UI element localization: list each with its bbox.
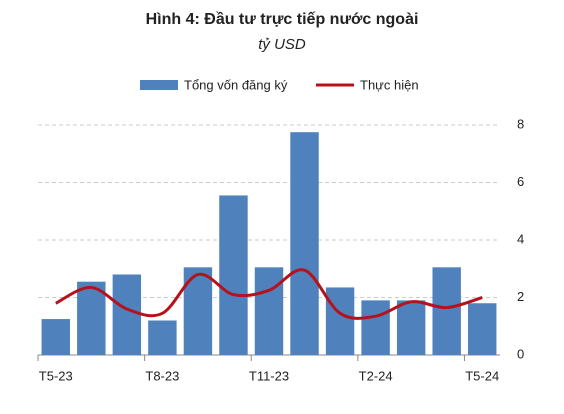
line	[55, 268, 483, 320]
bar	[77, 281, 106, 355]
y-tick-label: 0	[517, 346, 524, 361]
y-tick-label: 6	[517, 174, 524, 189]
chart-title: Hình 4: Đầu tư trực tiếp nước ngoài	[146, 11, 419, 28]
bar	[325, 287, 355, 355]
bar	[112, 274, 142, 355]
x-tick-label: T2-24	[359, 368, 393, 383]
x-tick-label: T11-23	[249, 368, 289, 383]
bar	[290, 132, 319, 355]
bar	[432, 267, 461, 355]
bar	[219, 195, 248, 355]
bar	[361, 300, 390, 355]
bar	[254, 267, 284, 355]
bar	[468, 303, 497, 355]
legend-label: Thực hiện	[360, 77, 419, 92]
y-tick-label: 4	[517, 231, 524, 246]
bar	[396, 300, 426, 355]
x-tick-label: T5-23	[39, 368, 73, 383]
x-tick-label: T5-24	[465, 368, 499, 383]
bar	[148, 320, 177, 355]
chart-subtitle: tỷ USD	[258, 36, 306, 53]
bar	[41, 319, 70, 355]
y-tick-label: 8	[517, 116, 524, 131]
legend-label: Tổng vốn đăng ký	[184, 77, 288, 92]
y-tick-label: 2	[517, 289, 524, 304]
legend-swatch	[140, 80, 178, 90]
x-tick-label: T8-23	[145, 368, 179, 383]
